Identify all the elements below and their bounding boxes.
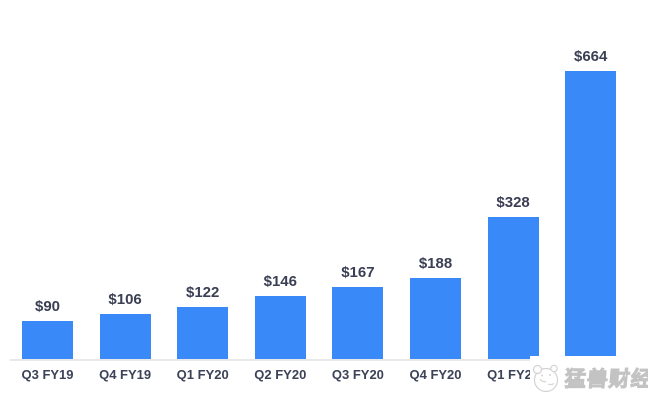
bar-value-label: $167 [341,264,375,281]
x-tick-label: Q4 FY19 [99,367,152,382]
x-tick-label: Q3 FY19 [21,367,74,382]
watermark: 猛兽财经 [530,356,648,400]
bar [565,71,617,360]
bar [254,296,306,360]
bar [22,321,73,360]
x-tick-label: Q2 FY20 [254,367,307,382]
bar-value-label: $188 [418,255,453,272]
watermark-text: 猛兽财经 [563,368,648,392]
bar [332,287,384,360]
bar-value-label: $122 [186,284,220,301]
bar-value-label: $106 [108,291,142,308]
bar [99,314,151,360]
x-axis-line [10,359,641,361]
x-tick-label: Q3 FY20 [331,367,384,382]
bar [410,278,461,360]
bar-value-label: $90 [34,298,61,315]
bar-value-label: $664 [574,48,608,65]
beast-face-logo-icon [532,364,559,393]
bar [487,217,539,360]
x-tick-label: Q1 FY20 [176,367,229,382]
x-tick-label: Q4 FY20 [409,367,462,382]
x-tick-label: Q1 FY21 [487,367,540,382]
bar-value-label: $328 [496,194,530,211]
bar [177,307,229,360]
bar-value-label: $146 [263,273,297,290]
